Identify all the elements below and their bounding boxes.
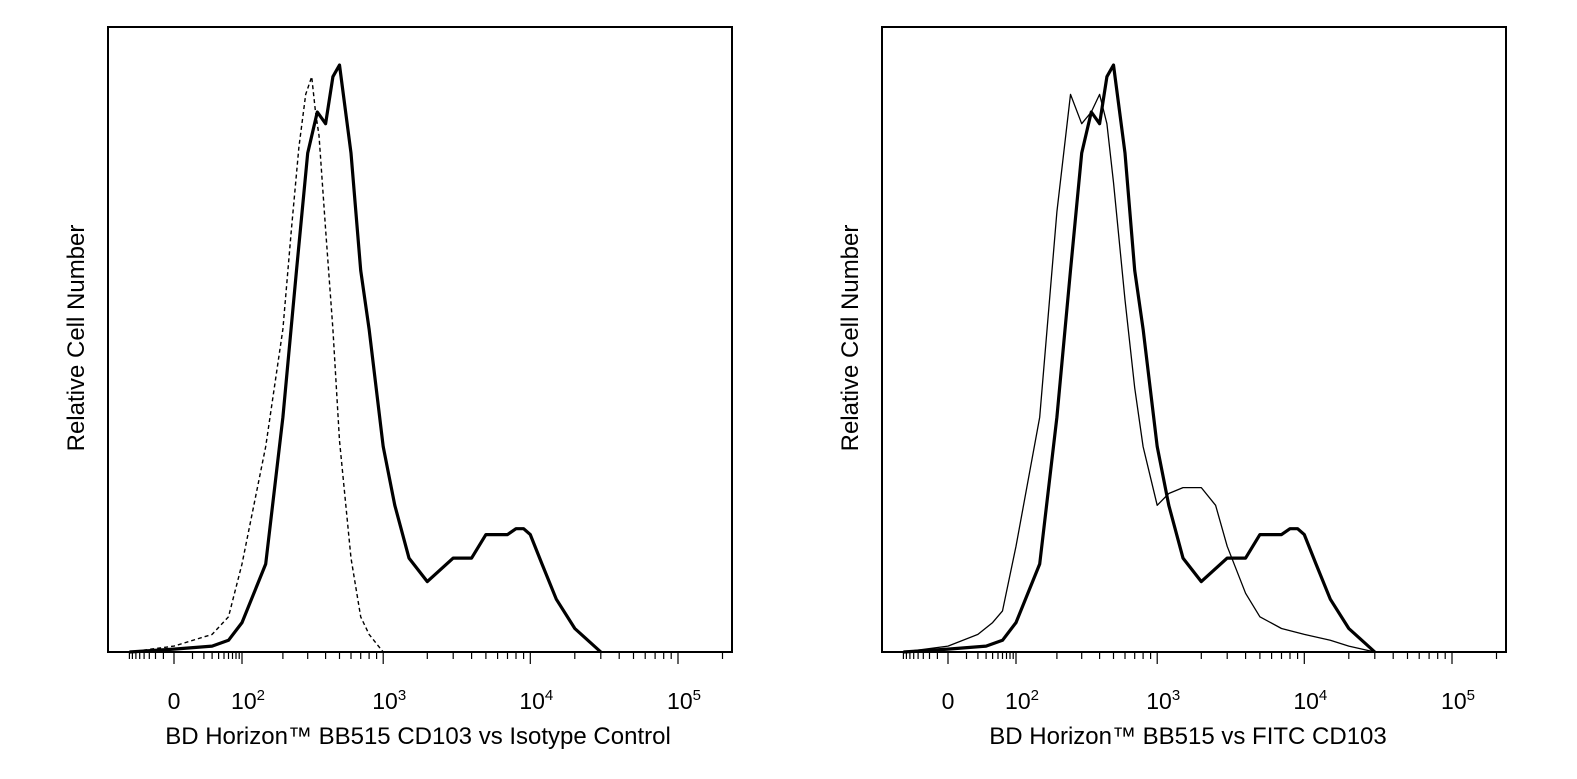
histogram-panel-left: 0 102 103 104 105 BD Horizon™ BB515 CD10… — [63, 26, 733, 750]
y-axis-title: Relative Cell Number — [63, 225, 90, 452]
series-line-thick — [903, 63, 1376, 654]
series-line-thin — [903, 93, 1375, 653]
x-tick-label-2: 103 — [1146, 687, 1180, 714]
plot-frame — [107, 26, 733, 653]
x-tick-label-4: 105 — [1441, 687, 1475, 714]
x-minor-ticks — [902, 652, 1498, 664]
histogram-panel-right: 0 102 103 104 105 BD Horizon™ BB515 vs F… — [837, 26, 1507, 750]
x-tick-labels: 0 102 103 104 105 — [168, 687, 701, 714]
x-axis-title: BD Horizon™ BB515 CD103 vs Isotype Contr… — [165, 723, 671, 750]
series-layer — [903, 63, 1376, 654]
series-line-dashed — [129, 76, 395, 653]
x-tick-labels: 0 102 103 104 105 — [942, 687, 1475, 714]
x-tick-label-3: 104 — [519, 687, 553, 714]
x-tick-label-3: 104 — [1293, 687, 1327, 714]
x-tick-label-1: 102 — [231, 687, 265, 714]
x-tick-label-0: 0 — [942, 688, 955, 714]
series-layer — [129, 63, 602, 654]
x-tick-label-2: 103 — [372, 687, 406, 714]
x-minor-ticks — [128, 652, 724, 664]
x-tick-label-0: 0 — [168, 688, 181, 714]
y-axis-title: Relative Cell Number — [837, 225, 864, 452]
x-axis-title: BD Horizon™ BB515 vs FITC CD103 — [989, 723, 1386, 750]
series-line-thick — [129, 63, 602, 654]
x-tick-label-4: 105 — [667, 687, 701, 714]
plot-frame — [881, 26, 1507, 653]
x-tick-label-1: 102 — [1005, 687, 1039, 714]
